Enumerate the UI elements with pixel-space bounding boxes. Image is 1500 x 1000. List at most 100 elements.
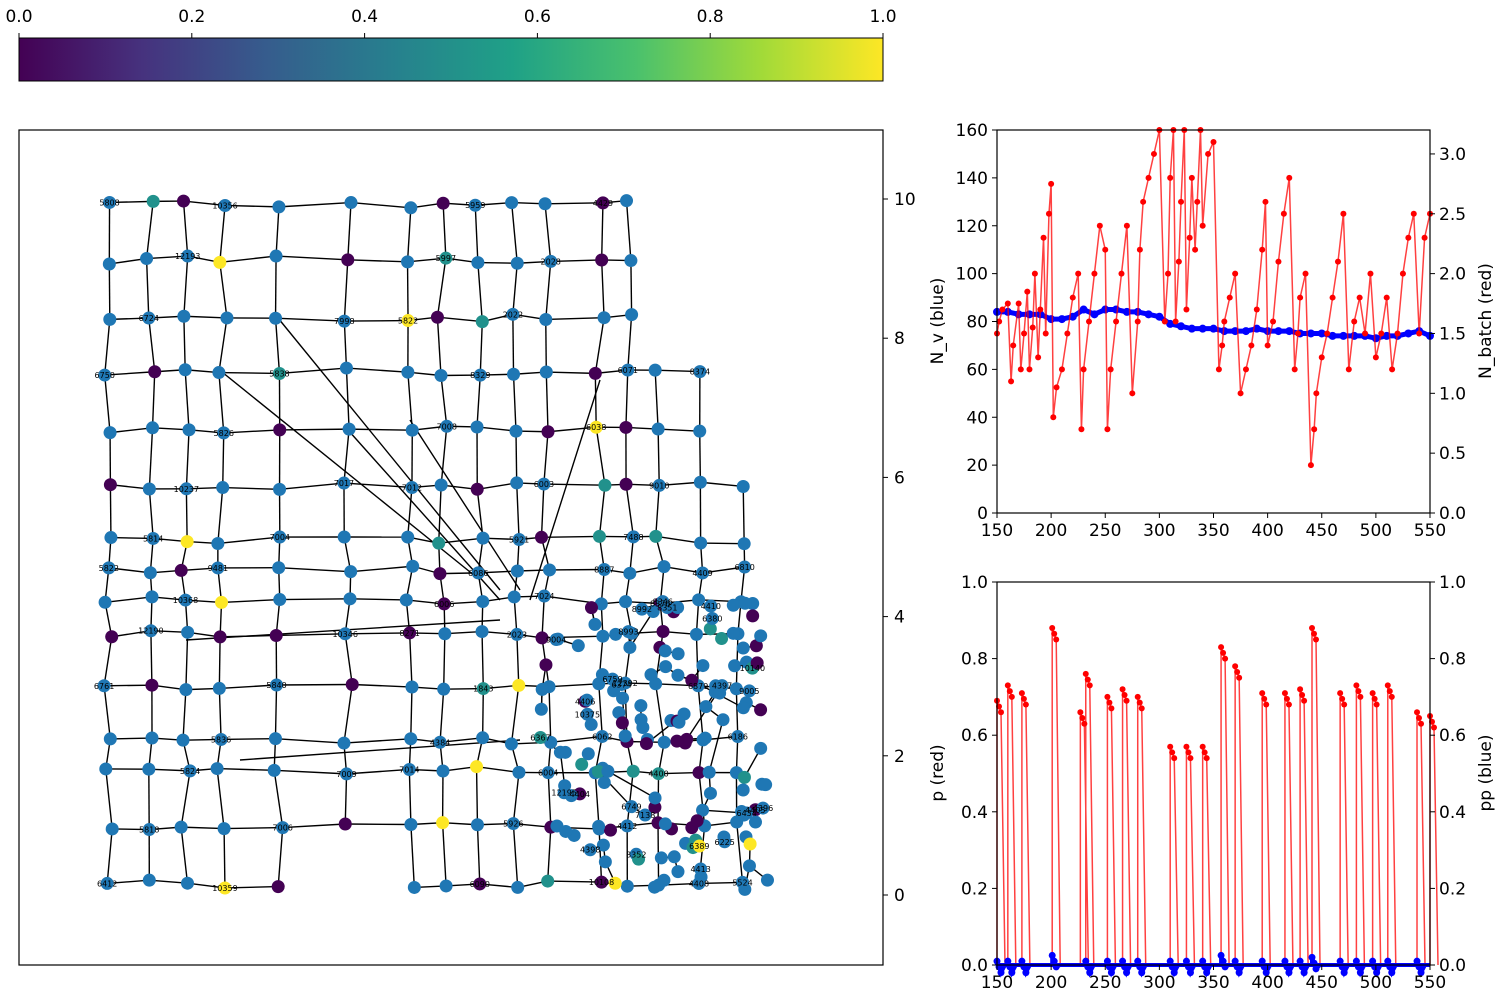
network-edge [540, 484, 545, 538]
series-point [1345, 366, 1352, 373]
network-node [592, 819, 606, 833]
network-edge [600, 259, 605, 318]
network-node [716, 713, 730, 727]
series-point [1107, 969, 1115, 977]
network-node-label: 12392 [612, 679, 637, 688]
network-node [715, 632, 729, 646]
network-edge [479, 321, 483, 376]
network-node [509, 424, 523, 438]
series-point [1318, 354, 1325, 361]
network-node [344, 565, 358, 579]
network-node [404, 732, 418, 746]
network-node [692, 839, 706, 853]
network-edge [221, 737, 276, 741]
network-edge [145, 201, 154, 259]
series-point [1248, 342, 1255, 349]
x-tick-label: 150 [981, 521, 1013, 541]
network-node-label: 7004 [270, 533, 290, 542]
chart-p-pp-ylabel: p (red) [928, 744, 948, 801]
chart-p-pp-ticks: 150 200 250 300 350 400 450 500 5500.00.20.40.60… [961, 573, 1466, 993]
network-node-label: 5814 [143, 534, 163, 543]
network-node [704, 599, 718, 613]
network-node-label: 4404 [570, 790, 590, 799]
series-point [1339, 695, 1346, 702]
network-node-label: 9004 [546, 636, 566, 645]
network-node [748, 815, 762, 829]
network-node-label: 10368 [173, 596, 198, 605]
chart-nv-nbatch-ticks: 150 200 250 300 350 400 450 500 550 0 20 40 60 80 100 1… [956, 121, 1467, 541]
series-point [1112, 305, 1121, 314]
network-node [742, 684, 756, 698]
network-node-label: 4410 [701, 602, 721, 611]
network-node-label: 10140 [740, 664, 765, 673]
network-node-label: 7006 [273, 824, 293, 833]
network-node [543, 563, 557, 577]
network-node [103, 732, 117, 746]
network-edge [700, 481, 744, 488]
x-tick-label: 450 [1306, 521, 1338, 541]
series-point [1242, 366, 1249, 373]
network-edge [407, 487, 413, 538]
network-node-label: 6761 [94, 682, 114, 691]
network-edge [510, 685, 520, 745]
network-edge [110, 484, 150, 490]
series-point [1183, 306, 1190, 313]
network-node-label: 6062 [592, 732, 612, 741]
series-point [1198, 324, 1207, 333]
chart-nv-nbatch-ylabel: N_v (blue) [928, 278, 948, 365]
network-edge [274, 769, 347, 775]
network-edge [109, 200, 154, 204]
y-tick-label: 100 [956, 265, 988, 285]
series-point [1020, 695, 1027, 702]
series-point [1340, 969, 1348, 977]
network-edge [695, 634, 699, 686]
network-node [146, 531, 160, 545]
network-edge [219, 255, 277, 264]
network-edge [409, 419, 521, 591]
network-node-label: 9010 [649, 481, 669, 490]
network-node [625, 308, 639, 322]
network-edge [343, 259, 349, 322]
network-node [726, 626, 740, 640]
series-point [1166, 319, 1175, 328]
network-node-label: 4405 [745, 806, 765, 815]
y-tick-label: 120 [956, 217, 988, 237]
network-edge [698, 881, 743, 885]
network-node [615, 716, 629, 730]
network-node [601, 764, 615, 778]
x-tick-label: 200 [1035, 973, 1067, 993]
series-point [1170, 969, 1178, 977]
network-node [671, 668, 685, 682]
network-node [698, 731, 712, 745]
series-point [1262, 198, 1269, 205]
series-point [1053, 636, 1060, 643]
network-node [510, 564, 524, 578]
network-node [180, 876, 194, 890]
y2-tick-label: 0.6 [1439, 726, 1466, 746]
series-point [1301, 697, 1308, 704]
network-edge [148, 768, 191, 772]
series-point [1259, 690, 1266, 697]
network-edge [279, 428, 350, 431]
network-edge [110, 737, 153, 740]
network-edge [477, 261, 518, 264]
network-node-label: 4409 [692, 569, 712, 578]
network-edge [408, 769, 412, 825]
network-node [405, 680, 419, 694]
series-point [1031, 270, 1038, 277]
network-edge [735, 688, 739, 737]
network-node [612, 706, 626, 720]
network-edge [442, 203, 447, 259]
network-edge [276, 633, 346, 637]
network-edge [217, 487, 224, 544]
x-tick-label: 350 [1197, 521, 1229, 541]
network-edge [223, 429, 280, 434]
network-node [533, 731, 547, 745]
network-node [401, 530, 415, 544]
y-tick-label: 40 [966, 408, 988, 428]
network-node [541, 766, 555, 780]
series-point [1050, 957, 1058, 965]
network-node-label: 5524 [732, 878, 752, 887]
network-node [534, 702, 548, 716]
colorbar-tick-label: 0.2 [178, 7, 205, 27]
